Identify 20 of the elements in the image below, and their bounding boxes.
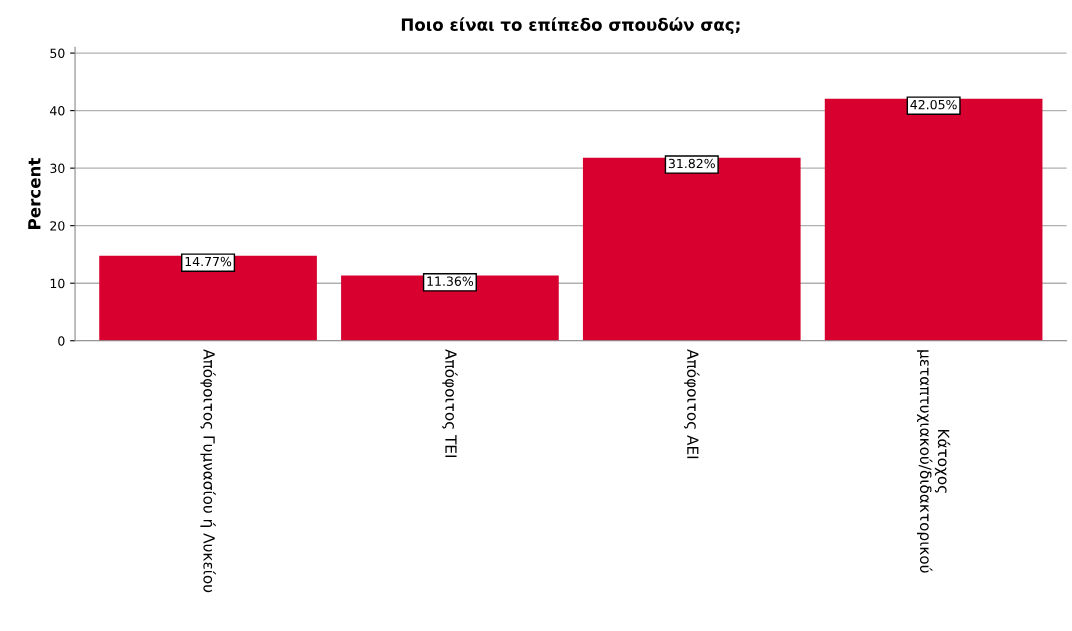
y-tick-label: 20 <box>50 221 65 231</box>
x-tick-label: Κάτοχος μεταπτυχιακού/διδακτορικού <box>916 350 951 573</box>
chart-title: Ποιο είναι το επίπεδο σπουδών σας; <box>401 17 740 35</box>
x-tick-label: Απόφοιτος ΑΕΙ <box>684 349 700 459</box>
y-tick-label: 30 <box>50 163 65 174</box>
y-tick-label: 10 <box>50 278 65 289</box>
data-label: 11.36% <box>427 276 474 286</box>
data-label: 31.82% <box>668 158 715 169</box>
bar <box>582 157 801 341</box>
y-tick-label: 50 <box>50 48 65 58</box>
x-tick-label: Απόφοιτος ΤΕΙ <box>442 349 458 458</box>
data-label: 42.05% <box>910 99 957 110</box>
bar <box>99 255 317 341</box>
bar <box>341 275 559 341</box>
bar <box>824 98 1043 341</box>
x-tick-label: Απόφοιτος Γυμνασίου ή Λυκείου <box>200 349 216 593</box>
y-tick-label: 0 <box>58 336 65 346</box>
data-label: 14.77% <box>185 256 232 267</box>
y-axis-title: Percent <box>28 158 41 229</box>
y-tick-label: 40 <box>50 106 65 116</box>
